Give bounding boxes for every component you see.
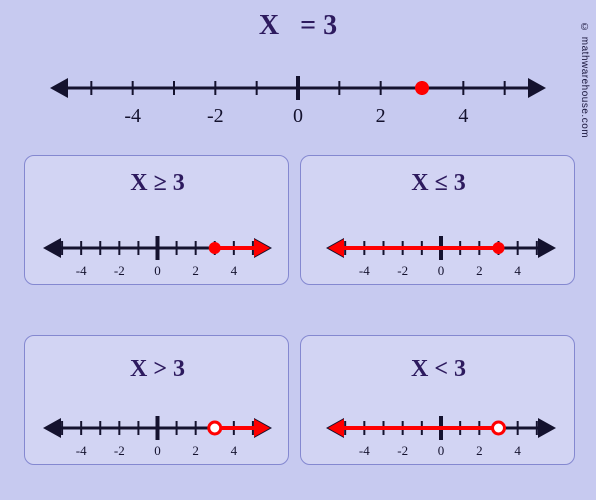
svg-text:0: 0 bbox=[293, 105, 303, 127]
svg-text:2: 2 bbox=[376, 105, 386, 127]
svg-text:2: 2 bbox=[192, 263, 199, 278]
svg-text:-2: -2 bbox=[397, 263, 408, 278]
panel-x-gt-3: X > 3 -4 -2 0 2 4 bbox=[24, 335, 289, 465]
panel-title: X ≥ 3 bbox=[130, 170, 185, 196]
svg-text:-4: -4 bbox=[359, 443, 370, 458]
svg-text:-4: -4 bbox=[124, 105, 141, 127]
panel-x-ge-3: X ≥ 3 -4 -2 0 2 4 bbox=[24, 155, 289, 285]
svg-text:4: 4 bbox=[231, 443, 238, 458]
panel-x-le-3: X ≤ 3 -4 -2 0 2 4 bbox=[300, 155, 575, 285]
svg-text:4: 4 bbox=[231, 263, 238, 278]
svg-text:0: 0 bbox=[154, 443, 161, 458]
svg-text:4: 4 bbox=[458, 105, 468, 127]
svg-text:2: 2 bbox=[476, 263, 483, 278]
svg-text:4: 4 bbox=[514, 443, 521, 458]
svg-text:-4: -4 bbox=[76, 263, 87, 278]
svg-text:-4: -4 bbox=[359, 263, 370, 278]
svg-text:4: 4 bbox=[514, 263, 521, 278]
panel-x-lt-3: X < 3 -4 -2 0 2 4 bbox=[300, 335, 575, 465]
svg-text:-2: -2 bbox=[207, 105, 224, 127]
svg-text:-2: -2 bbox=[114, 263, 125, 278]
svg-text:-4: -4 bbox=[76, 443, 87, 458]
svg-text:2: 2 bbox=[192, 443, 199, 458]
svg-text:0: 0 bbox=[438, 263, 445, 278]
svg-text:-2: -2 bbox=[397, 443, 408, 458]
svg-text:0: 0 bbox=[154, 263, 161, 278]
panel-title: X < 3 bbox=[411, 356, 466, 382]
panel-le-svg: X ≤ 3 -4 -2 0 2 4 bbox=[301, 156, 576, 286]
svg-text:2: 2 bbox=[476, 443, 483, 458]
top-title: X = 3 bbox=[0, 10, 596, 42]
svg-text:0: 0 bbox=[438, 443, 445, 458]
top-section: X = 3 -4 -2 0 2 4 bbox=[0, 10, 596, 128]
panel-ge-svg: X ≥ 3 -4 -2 0 2 4 bbox=[25, 156, 290, 286]
top-numberline: -4 -2 0 2 4 bbox=[0, 48, 596, 128]
panel-lt-svg: X < 3 -4 -2 0 2 4 bbox=[301, 336, 576, 466]
panel-title: X ≤ 3 bbox=[411, 170, 466, 196]
panel-title: X > 3 bbox=[130, 356, 185, 382]
svg-text:-2: -2 bbox=[114, 443, 125, 458]
panel-gt-svg: X > 3 -4 -2 0 2 4 bbox=[25, 336, 290, 466]
